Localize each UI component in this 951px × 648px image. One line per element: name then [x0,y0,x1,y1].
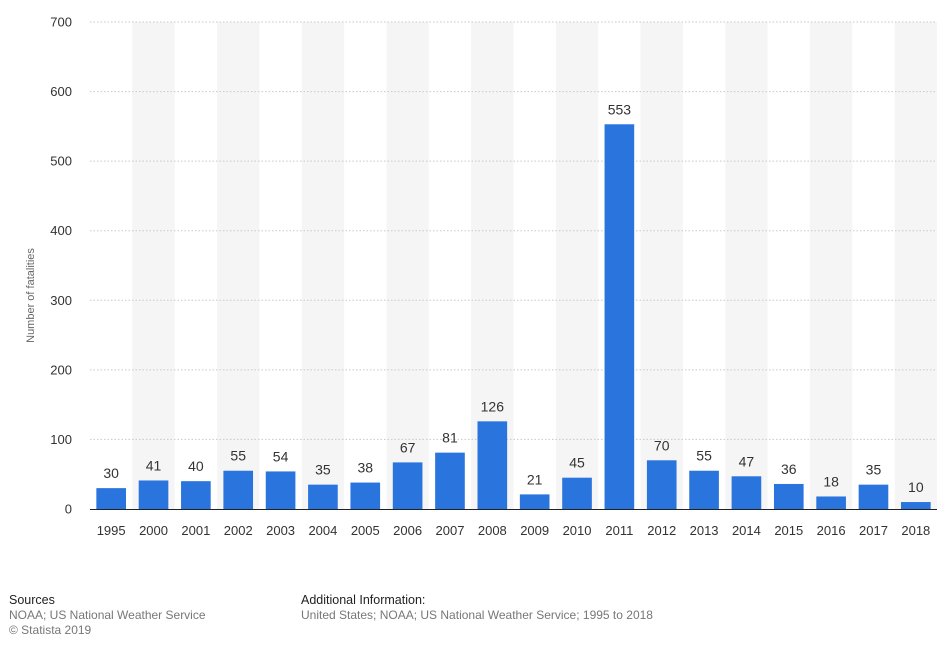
y-tick-label: 0 [65,502,72,517]
bar-2016[interactable] [816,496,846,509]
bar-value-label: 40 [188,458,204,474]
bar-value-label: 55 [230,448,246,464]
bar-2015[interactable] [773,483,804,509]
x-tick-label: 2015 [774,523,803,538]
bar-chart: 0 100 200 300 400 500 600 700 30 41 40 55 54 35 38 67 8… [25,15,937,538]
bar-value-label: 38 [357,460,373,476]
bar-value-label: 81 [442,430,458,446]
bar-2012[interactable] [646,460,677,509]
y-tick-label: 600 [50,84,72,99]
x-tick-label: 2002 [224,523,253,538]
additional-info-text: United States; NOAA; US National Weather… [301,608,653,622]
sources-link[interactable]: NOAA; US National Weather Service [9,608,206,622]
x-tick-label: 2004 [308,523,337,538]
y-axis-title: Number of fatalities [25,248,37,343]
sources-heading: Sources [9,593,55,607]
bar-2008[interactable] [477,421,508,509]
bars [96,124,931,510]
bar-value-label: 553 [608,101,632,117]
bar-2018[interactable] [901,502,931,509]
x-tick-label: 2010 [563,523,592,538]
bar-value-label: 70 [654,437,670,453]
x-tick-label: 2011 [605,523,633,538]
copyright-text: © Statista 2019 [9,623,92,637]
x-tick-label: 1995 [97,523,126,538]
background-band [640,22,683,509]
x-tick-label: 2012 [647,523,676,538]
bar-value-label: 54 [273,448,289,464]
bar-value-label: 55 [696,448,712,464]
gridlines [90,21,937,440]
background-band [132,22,175,509]
bar-value-label: 47 [739,453,755,469]
x-tick-label: 2009 [520,523,549,538]
bar-2003[interactable] [265,471,296,509]
bar-value-label: 35 [866,462,882,478]
x-tick-label: 2016 [817,523,846,538]
x-tick-label: 2007 [436,523,465,538]
bar-value-label: 18 [823,473,839,489]
bar-value-label: 126 [481,398,505,414]
additional-info-block: Additional Information: United States; N… [301,593,653,623]
y-tick-label: 700 [50,15,72,30]
x-tick-label: 2006 [393,523,422,538]
background-band [894,22,937,509]
x-axis-ticks: 1995 2000 2001 2002 2003 2004 2005 2006 2007 2008… [97,523,931,538]
y-tick-label: 300 [50,293,72,308]
background-band [386,22,429,509]
bar-value-label: 35 [315,462,331,478]
x-tick-label: 2003 [266,523,295,538]
bar-2006[interactable] [392,462,423,509]
x-tick-label: 2018 [901,523,930,538]
bar-2007[interactable] [435,452,465,509]
y-tick-label: 500 [50,154,72,169]
additional-info-heading: Additional Information: [301,593,426,607]
y-axis-ticks: 0 100 200 300 400 500 600 700 [50,15,72,517]
x-tick-label: 2000 [139,523,168,538]
bar-2017[interactable] [858,484,889,509]
y-tick-label: 400 [50,223,72,238]
bar-2001[interactable] [181,481,211,509]
bar-value-label: 36 [781,461,797,477]
background-band [555,22,599,509]
y-tick-label: 200 [50,362,72,377]
bar-2010[interactable] [562,477,592,509]
y-tick-label: 100 [50,432,72,447]
background-band [217,22,260,509]
background-band [301,22,345,509]
background-bands [132,22,937,509]
bar-2013[interactable] [689,470,719,509]
bar-value-label: 10 [908,479,924,495]
background-band [725,22,768,509]
bar-1995[interactable] [96,488,126,509]
bar-2014[interactable] [731,476,762,509]
background-band [809,22,853,509]
bar-value-label: 30 [103,465,119,481]
bar-2004[interactable] [308,484,338,509]
x-tick-label: 2013 [690,523,719,538]
bar-2002[interactable] [223,470,254,509]
x-tick-label: 2005 [351,523,380,538]
bar-2009[interactable] [519,494,550,509]
bar-value-label: 41 [146,457,162,473]
bar-value-label: 45 [569,455,585,471]
bar-2000[interactable] [138,480,169,509]
bar-value-labels: 30 41 40 55 54 35 38 67 81 126 21 45 553 70 55 47 36 18 35… [103,101,923,495]
x-tick-label: 2014 [732,523,761,538]
x-tick-label: 2008 [478,523,507,538]
x-tick-label: 2017 [859,523,888,538]
x-tick-label: 2001 [181,523,210,538]
bar-2011[interactable] [604,124,635,510]
bar-value-label: 67 [400,439,416,455]
bar-2005[interactable] [350,482,381,509]
bar-value-label: 21 [527,471,543,487]
sources-block: Sources NOAA; US National Weather Servic… [9,593,206,638]
